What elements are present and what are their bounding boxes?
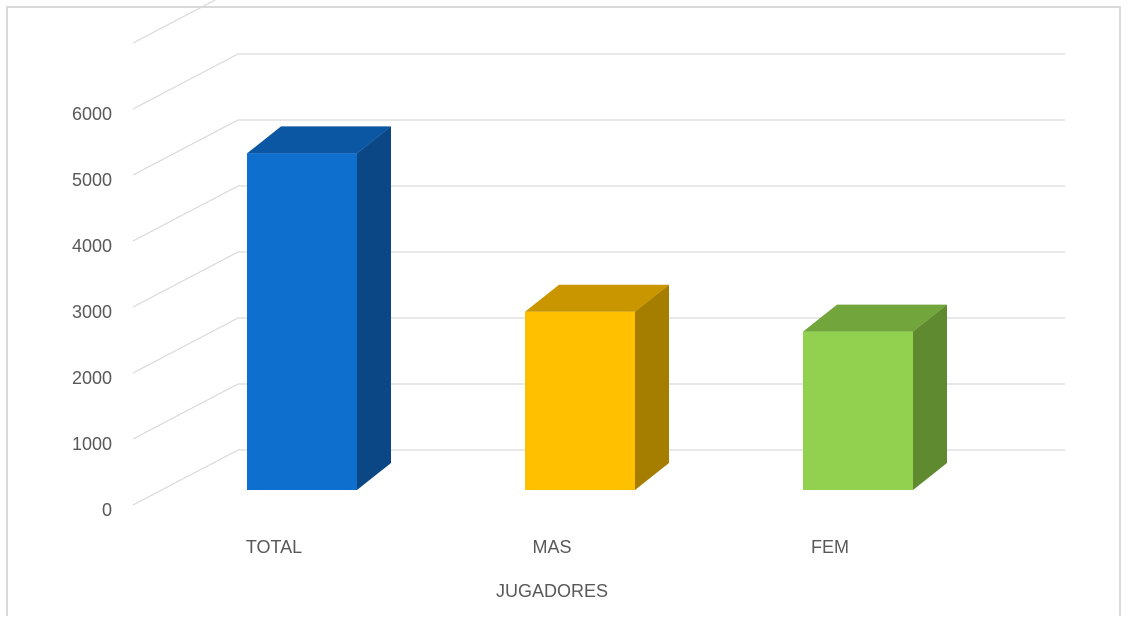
category-label: TOTAL — [246, 537, 302, 557]
y-axis-ticks: 0 1000 2000 3000 4000 5000 6000 — [72, 104, 112, 520]
bar-mas — [525, 284, 669, 490]
gridline-side — [132, 119, 239, 176]
bar-side-face — [357, 126, 391, 491]
y-tick-label: 6000 — [72, 104, 112, 124]
gridline-side — [132, 383, 239, 440]
category-label: FEM — [811, 537, 849, 557]
bar-top-face — [803, 304, 947, 332]
bar-side-face — [635, 284, 669, 490]
y-tick-label: 4000 — [72, 236, 112, 256]
gridline-side — [132, 317, 239, 374]
y-tick-label: 0 — [102, 500, 112, 520]
y-tick-label: 5000 — [72, 170, 112, 190]
bar-side-face — [913, 304, 947, 490]
gridline-side — [132, 251, 239, 308]
category-labels: TOTAL MAS FEM — [246, 537, 849, 557]
y-tick-label: 1000 — [72, 434, 112, 454]
gridline-side — [132, 53, 239, 110]
category-label: MAS — [532, 537, 571, 557]
bars — [247, 126, 947, 491]
gridline-side — [132, 0, 217, 44]
gridline-side — [132, 185, 239, 242]
x-axis-title: JUGADORES — [496, 581, 608, 601]
bar-top-face — [247, 126, 391, 154]
bar-front-face — [525, 311, 635, 490]
gridline-side — [132, 449, 239, 506]
bar-fem — [803, 304, 947, 490]
bar-front-face — [803, 331, 913, 490]
bar-front-face — [247, 153, 357, 490]
y-tick-label: 2000 — [72, 368, 112, 388]
bar-top-face — [525, 284, 669, 312]
y-tick-label: 3000 — [72, 302, 112, 322]
bar-total — [247, 126, 391, 491]
